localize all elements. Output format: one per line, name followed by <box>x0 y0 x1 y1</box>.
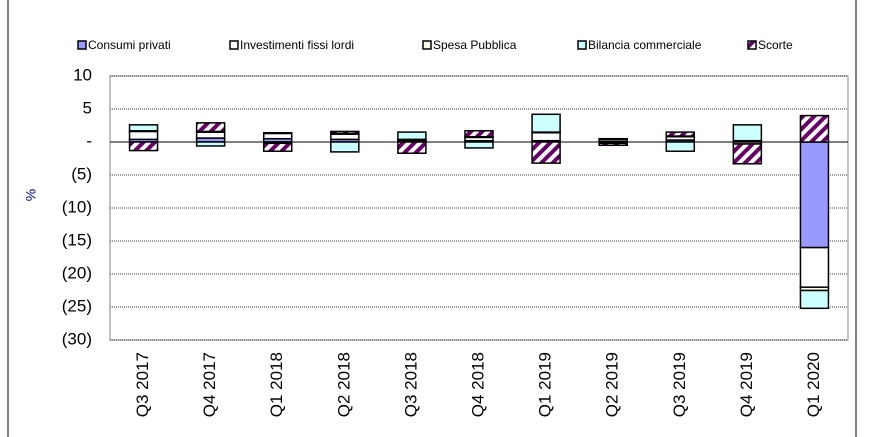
bar-segment <box>330 141 360 153</box>
legend-swatch <box>77 40 87 50</box>
bar-segment <box>464 130 494 138</box>
legend-swatch <box>747 40 757 50</box>
bar-segment <box>128 124 159 132</box>
bar-segment <box>397 131 427 141</box>
bar-segment <box>128 130 159 141</box>
x-tick-label: Q3 2017 <box>133 352 152 417</box>
y-tick-label: (5) <box>71 164 92 183</box>
bar-segment <box>262 132 293 140</box>
y-tick-label: (15) <box>62 230 92 249</box>
x-tick-label: Q2 2019 <box>603 352 622 417</box>
bar-segment <box>665 141 696 152</box>
y-tick-label: (10) <box>62 197 92 216</box>
legend-label: Consumi privati <box>88 38 171 52</box>
x-tick-label: Q4 2018 <box>468 352 487 417</box>
bar-segment <box>531 132 561 142</box>
bar-segment <box>397 141 427 154</box>
bar-segment <box>195 131 226 139</box>
bar-segment <box>262 142 293 152</box>
legend-label: Bilancia commerciale <box>588 38 702 52</box>
x-tick-label: Q4 2017 <box>200 352 219 417</box>
bar-segment <box>531 113 561 133</box>
bar-segment <box>598 142 628 147</box>
y-axis-label: % <box>23 189 39 201</box>
legend-label: Investimenti fissi lordi <box>240 38 354 52</box>
bar-segment <box>799 289 830 310</box>
y-tick-label: 10 <box>73 65 92 84</box>
legend-swatch <box>422 40 432 50</box>
bar-segment <box>665 131 696 137</box>
bar-segment <box>330 133 360 141</box>
x-tick-label: Q1 2020 <box>804 352 823 417</box>
bar-segment <box>732 143 763 165</box>
bar-segment <box>799 246 830 288</box>
bar-segment <box>195 122 226 133</box>
x-tick-label: Q4 2019 <box>737 352 756 417</box>
x-tick-label: Q3 2019 <box>670 352 689 417</box>
legend-label: Scorte <box>758 38 793 52</box>
bar-segment <box>732 124 763 142</box>
y-tick-label: - <box>86 131 92 150</box>
bar-segment <box>799 114 830 143</box>
y-tick-label: 5 <box>83 98 92 117</box>
legend-swatch <box>577 40 587 50</box>
bar-segment <box>799 141 830 249</box>
bar-segment <box>330 130 360 135</box>
legend-label: Spesa Pubblica <box>433 38 517 52</box>
bar-segment <box>531 141 561 164</box>
bar-segment <box>128 141 159 152</box>
y-tick-label: (25) <box>62 296 92 315</box>
legend-swatch <box>229 40 239 50</box>
y-tick-label: (20) <box>62 263 92 282</box>
x-tick-label: Q1 2019 <box>536 352 555 417</box>
bar-segment <box>464 141 494 149</box>
x-tick-label: Q1 2018 <box>267 352 286 417</box>
bar-segment <box>598 137 628 141</box>
bar-segment <box>262 132 293 135</box>
x-tick-label: Q3 2018 <box>401 352 420 417</box>
bar-segment <box>195 141 226 147</box>
y-tick-label: (30) <box>62 329 92 348</box>
x-tick-label: Q2 2018 <box>334 352 353 417</box>
